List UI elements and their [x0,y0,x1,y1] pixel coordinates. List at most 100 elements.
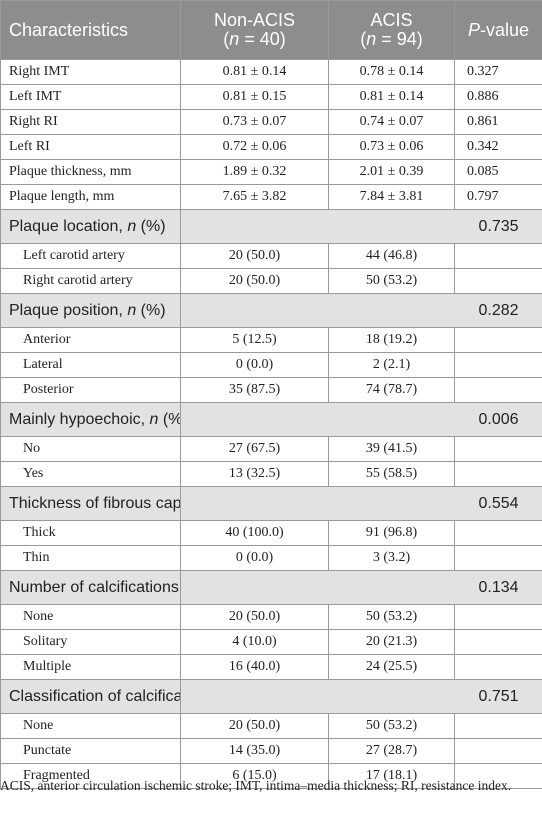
section-title-suffix: (%) [136,301,166,319]
row-label: Right IMT [0,59,181,85]
section-title-suffix: (%) [136,217,166,235]
section-blank-cell [180,486,329,521]
acis-value: 50 (53.2) [328,604,455,630]
table-row: Multiple 16 (40.0) 24 (25.5) [0,654,542,680]
p-value: 0.886 [454,84,542,110]
header-p-label: P [467,19,480,40]
table-row: Lateral 0 (0.0) 2 (2.1) [0,352,542,378]
p-value: 0.085 [454,159,542,185]
section-title-italic: n [127,217,137,235]
non-acis-value: 16 (40.0) [180,654,329,680]
section-title-italic: n [149,410,159,428]
table-row: Left IMT 0.81 ± 0.15 0.81 ± 0.14 0.886 [0,84,542,110]
acis-value: 91 (96.8) [328,520,455,546]
row-label: Left carotid artery [0,243,181,269]
table-row: Yes 13 (32.5) 55 (58.5) [0,461,542,487]
table-row: Plaque thickness, mm 1.89 ± 0.32 2.01 ± 0.… [0,159,542,185]
table-row: No 27 (67.5) 39 (41.5) [0,436,542,462]
section-header-row: Mainly hypoechoic, n (%) 0.006 [0,402,542,437]
section-title: Mainly hypoechoic, n (%) [0,402,181,437]
p-value-empty [454,654,542,680]
table-row: None 20 (50.0) 50 (53.2) [0,604,542,630]
row-label: Plaque thickness, mm [0,159,181,185]
p-value-empty [454,763,542,789]
row-label: Plaque length, mm [0,184,181,210]
section-title-text: Number of calcifications, [9,578,181,596]
non-acis-value: 6 (15.0) [180,763,329,789]
p-value-empty [454,377,542,403]
p-value-empty [454,738,542,764]
row-label: Thick [0,520,181,546]
acis-value: 27 (28.7) [328,738,455,764]
section-p-value: 0.006 [454,402,542,437]
section-p-value: 0.735 [454,209,542,244]
section-p-value: 0.282 [454,293,542,328]
row-label: Left RI [0,134,181,160]
table-row: Posterior 35 (87.5) 74 (78.7) [0,377,542,403]
header-p-value: P-value [454,0,542,60]
header-non-acis-n-value: = 40) [239,29,286,49]
row-label: Solitary [0,629,181,655]
p-value-empty [454,268,542,294]
header-non-acis-label: Non-ACIS [213,10,296,30]
section-header-row: Classification of calcifications, n (%) 0… [0,679,542,714]
row-label: Right RI [0,109,181,135]
header-non-acis-n-label: n [229,29,240,49]
non-acis-value: 7.65 ± 3.82 [180,184,329,210]
table-row: None 20 (50.0) 50 (53.2) [0,713,542,739]
p-value-empty [454,327,542,353]
non-acis-value: 0.81 ± 0.14 [180,59,329,85]
table-row: Thin 0 (0.0) 3 (3.2) [0,545,542,571]
acis-value: 74 (78.7) [328,377,455,403]
table-row: Right carotid artery 20 (50.0) 50 (53.2) [0,268,542,294]
section-title: Thickness of fibrous cap [0,486,181,521]
non-acis-value: 4 (10.0) [180,629,329,655]
header-acis: ACIS (n = 94) [328,0,455,60]
table-row: Anterior 5 (12.5) 18 (19.2) [0,327,542,353]
table-row: Plaque length, mm 7.65 ± 3.82 7.84 ± 3.81 0… [0,184,542,210]
section-title-suffix: (%) [162,410,180,428]
section-blank-cell [328,402,455,437]
non-acis-value: 0.72 ± 0.06 [180,134,329,160]
section-p-value: 0.554 [454,486,542,521]
non-acis-value: 20 (50.0) [180,243,329,269]
acis-value: 0.73 ± 0.06 [328,134,455,160]
acis-value: 24 (25.5) [328,654,455,680]
section-blank-cell [180,679,329,714]
table-row: Left carotid artery 20 (50.0) 44 (46.8) [0,243,542,269]
section-blank-cell [328,209,455,244]
non-acis-value: 20 (50.0) [180,604,329,630]
section-title-italic: n [127,301,137,319]
row-label: Posterior [0,377,181,403]
acis-value: 50 (53.2) [328,268,455,294]
section-p-value: 0.751 [454,679,542,714]
acis-value: 0.74 ± 0.07 [328,109,455,135]
acis-value: 50 (53.2) [328,713,455,739]
row-label: No [0,436,181,462]
section-header-row: Plaque position, n (%) 0.282 [0,293,542,328]
row-label: Multiple [0,654,181,680]
table-footnote: ACIS, anterior circulation ischemic stro… [0,778,512,793]
row-label: None [0,713,181,739]
non-acis-value: 0.73 ± 0.07 [180,109,329,135]
table-row: Solitary 4 (10.0) 20 (21.3) [0,629,542,655]
non-acis-value: 20 (50.0) [180,713,329,739]
section-header-row: Plaque location, n (%) 0.735 [0,209,542,244]
section-blank-cell [180,293,329,328]
acis-value: 0.81 ± 0.14 [328,84,455,110]
section-blank-cell [328,293,455,328]
non-acis-value: 5 (12.5) [180,327,329,353]
acis-value: 18 (19.2) [328,327,455,353]
non-acis-value: 0 (0.0) [180,352,329,378]
section-blank-cell [328,679,455,714]
section-title: Number of calcifications, n (%) [0,570,181,605]
row-label: Fragmented [0,763,181,789]
section-blank-cell [180,402,329,437]
row-label: Punctate [0,738,181,764]
section-blank-cell [328,570,455,605]
section-blank-cell [328,486,455,521]
p-value-empty [454,545,542,571]
section-title-text: Mainly hypoechoic, [9,410,150,428]
acis-value: 55 (58.5) [328,461,455,487]
row-label: Lateral [0,352,181,378]
